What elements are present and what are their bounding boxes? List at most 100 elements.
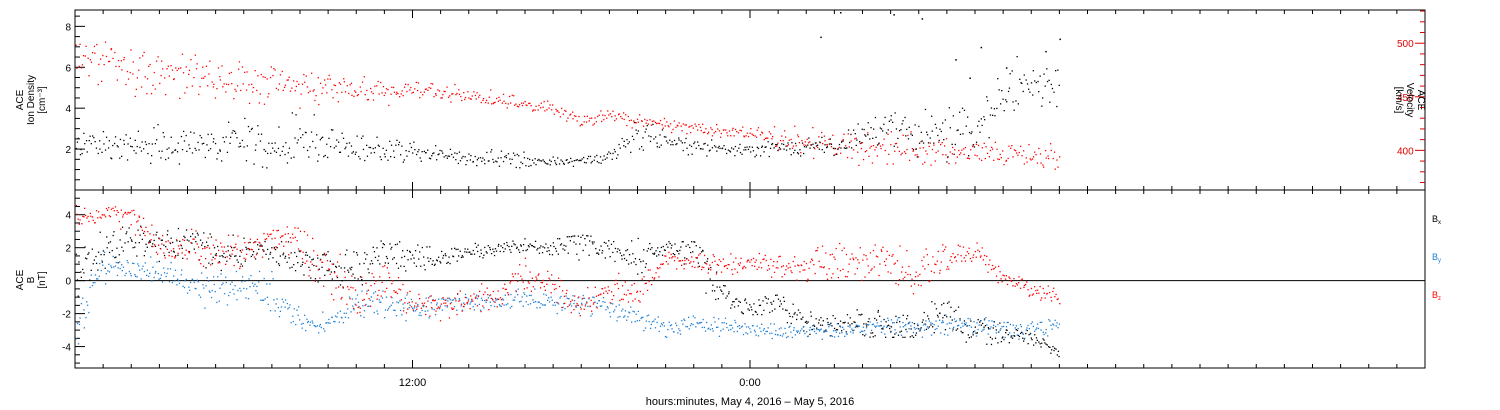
data-point [498, 303, 501, 306]
data-point [143, 148, 145, 150]
y-tick-label: 450 [1397, 93, 1414, 104]
data-point [950, 322, 952, 324]
data-point [988, 263, 990, 266]
data-point [660, 263, 662, 265]
data-point [447, 297, 449, 299]
data-point [871, 323, 873, 326]
data-point [617, 287, 620, 290]
data-point [162, 234, 164, 237]
data-point [323, 254, 325, 256]
data-point [1012, 324, 1014, 326]
data-point [232, 288, 234, 291]
data-point [1017, 327, 1019, 330]
data-point [789, 325, 791, 327]
data-point [697, 129, 699, 131]
data-point [739, 143, 741, 146]
data-point [380, 295, 382, 297]
data-point [1001, 337, 1003, 339]
data-point [89, 279, 91, 281]
data-point [685, 245, 687, 247]
data-point [336, 139, 338, 141]
data-point [926, 254, 928, 256]
data-point [984, 119, 986, 121]
data-point [879, 127, 881, 129]
data-point [466, 251, 468, 253]
data-point [90, 269, 92, 271]
data-point [650, 136, 652, 138]
data-point [640, 317, 642, 320]
data-point [941, 142, 943, 144]
data-point [484, 163, 486, 165]
data-point [175, 239, 178, 241]
data-point [819, 266, 821, 268]
data-point [681, 130, 683, 132]
data-point [123, 143, 125, 145]
data-point [507, 292, 509, 294]
y-tick-label: 2 [65, 244, 71, 255]
data-point [381, 297, 384, 299]
data-point [872, 336, 874, 338]
data-point [527, 281, 529, 283]
data-point [303, 146, 305, 149]
data-point [972, 256, 974, 259]
data-point [219, 76, 221, 78]
data-point [387, 309, 389, 311]
data-point [783, 300, 785, 302]
data-point [1015, 283, 1018, 285]
data-point [436, 259, 438, 261]
data-point [381, 246, 384, 249]
data-point [155, 270, 157, 273]
data-point [289, 267, 291, 269]
data-point [402, 95, 404, 97]
data-point [613, 148, 616, 151]
data-point [715, 130, 717, 133]
data-point [720, 132, 722, 135]
data-point [833, 148, 835, 150]
data-point [77, 137, 79, 139]
data-point [487, 102, 489, 104]
data-point [343, 78, 345, 80]
data-point [947, 266, 949, 268]
data-point [876, 155, 878, 157]
data-point [547, 247, 549, 249]
data-point [88, 140, 90, 142]
data-point [1043, 339, 1045, 341]
data-point [905, 135, 907, 137]
data-point [196, 279, 198, 281]
data-point [405, 270, 407, 272]
data-point [728, 130, 731, 132]
data-point [818, 319, 820, 321]
data-point [1047, 335, 1049, 337]
data-point [641, 278, 643, 280]
data-point [1029, 158, 1031, 160]
data-point [440, 97, 442, 99]
data-point [972, 331, 975, 333]
data-point [381, 92, 383, 94]
data-point [103, 143, 105, 145]
data-point [578, 160, 580, 162]
data-point [149, 241, 151, 243]
data-point [769, 147, 772, 149]
data-point [294, 137, 296, 139]
data-point [511, 273, 514, 275]
data-point [148, 275, 150, 277]
data-point [556, 110, 558, 112]
data-point [953, 326, 955, 328]
data-point [816, 249, 818, 252]
data-point [1004, 336, 1006, 339]
data-point [366, 253, 368, 256]
data-point [938, 139, 940, 142]
data-point [315, 265, 318, 267]
data-point [268, 258, 270, 260]
data-point [308, 266, 310, 268]
data-point [300, 250, 302, 252]
data-point [499, 250, 501, 253]
data-point [354, 277, 356, 279]
data-point [278, 83, 281, 85]
data-point [770, 258, 772, 260]
data-point [402, 303, 404, 305]
data-point [624, 310, 627, 312]
data-point [968, 131, 971, 134]
data-point [325, 253, 327, 256]
data-point [480, 252, 482, 255]
